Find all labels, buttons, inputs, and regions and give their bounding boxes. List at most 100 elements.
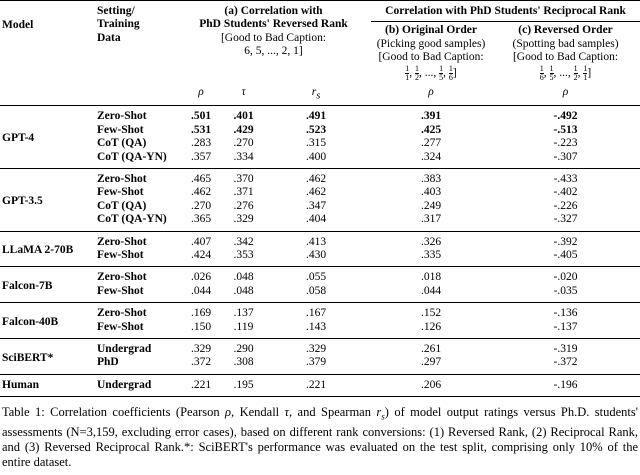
value-cell: .353 [233,248,254,261]
value-cell: .276 [233,199,254,212]
value-cell: .261 [420,343,442,356]
value-cell: .055 [305,271,327,284]
caption-text: r [376,405,382,420]
value-cell: .195 [233,378,254,391]
value-cell: .383 [420,172,442,185]
value-cell: -.405 [553,248,578,261]
header-group-c: (c) Reversed Order (Spotting bad samples… [491,22,640,82]
value-cell: .400 [305,150,327,163]
caption-text: , and Spearman [289,405,377,420]
model-name: GPT-3.5 [2,195,43,208]
header-group-b: (b) Original Order (Picking good samples… [371,22,491,82]
table-row: GPT-3.5 Zero-Shot .465 .370 .462 .383 -.433 [0,168,640,207]
setting: Zero-Shot [97,172,147,185]
separator: , [443,66,449,79]
value-cell: .403 [420,186,442,199]
metric-symbol: ρ [562,85,569,98]
value-cell: .465 [190,172,212,185]
caption-text: , Kendall [231,405,285,420]
value-cell: .335 [420,248,442,261]
denominator: 6 [539,72,544,82]
header-line: PhD Students' Reversed Rank [199,18,348,31]
table-row: Human Undergrad .221 .195 .221 .206 -.196 [0,374,640,397]
denominator: 2 [573,72,578,82]
value-cell: .531 [190,123,212,136]
table-row: Falcon-40B Zero-Shot .169 .137 .167 .152 -.136 [0,302,640,328]
setting: Few-Shot [97,186,144,199]
value-cell: -.327 [553,213,578,226]
value-cell: .462 [305,186,327,199]
model-name: Falcon-40B [2,315,59,328]
table-row: SciBERT* Undergrad .329 .290 .329 .261 -.319 [0,338,640,364]
numerator: 1 [573,63,578,73]
ellipsis: ... [424,66,434,79]
table-row: Few-Shot .044 .048 .058 .044 -.035 [0,285,640,303]
header-line: (Spotting bad samples) [512,37,619,50]
metric-symbol: ρ [198,85,204,98]
value-cell: .329 [305,343,327,356]
value-cell: .018 [420,271,442,284]
value-cell: .143 [305,320,327,333]
separator: , [577,66,584,79]
header-line: [Good to Bad Caption: [220,31,327,44]
setting: CoT (QA-YN) [97,150,167,163]
denominator: 1 [405,72,410,82]
value-cell: .372 [190,356,212,369]
value-cell: .137 [233,307,254,320]
value-cell: .379 [305,356,327,369]
value-cell: -.307 [553,150,578,163]
value-cell: -.020 [553,271,578,284]
model-name: SciBERT* [2,351,54,364]
table-row: CoT (QA) .270 .276 .347 .249 -.226 [0,200,640,213]
caption-text: ρ [225,405,232,420]
value-cell: -.433 [553,172,578,185]
caption-text: Table 1: Correlation coefficients (Pears… [2,405,226,420]
value-cell: .407 [190,235,212,248]
header-line: Setting/ [97,5,135,17]
value-cell: -.319 [553,343,578,356]
results-table: Model Setting/ Training Data (a) Correla… [0,0,640,397]
value-cell: -.137 [553,320,578,333]
value-cell: .429 [233,123,254,136]
value-cell: .290 [233,343,254,356]
numerator: 1 [583,63,588,73]
numerator: 1 [549,63,554,73]
value-cell: .126 [420,320,442,333]
header-line: Training [97,18,140,31]
setting: Undergrad [97,343,152,356]
setting: Zero-Shot [97,235,147,248]
value-cell: .308 [233,356,254,369]
value-cell: -.035 [553,284,578,297]
value-cell: .315 [305,137,327,150]
ellipsis: ... [559,66,568,79]
header-line: [Good to Bad Caption: [512,51,619,64]
numerator: 1 [405,63,410,73]
table-row: GPT-4 Zero-Shot .501 .401 .491 .391 -.492 [0,105,640,144]
value-cell: .221 [190,378,212,391]
separator: , [553,66,560,79]
value-cell: .048 [233,271,254,284]
setting: Undergrad [97,378,152,391]
denominator: 1 [583,72,588,82]
denominator: 5 [549,72,554,82]
value-cell: .317 [420,213,442,226]
table-row: PhD .372 .308 .379 .297 -.372 [0,356,640,374]
separator: , [433,66,440,79]
bracket-close: ] [587,66,592,79]
value-cell: -.392 [553,235,578,248]
table-row: Falcon-7B Zero-Shot .026 .048 .055 .018 -.020 [0,266,640,292]
metric-header: rs [261,82,371,106]
value-cell: .329 [190,343,212,356]
numerator: 1 [448,63,453,73]
setting: CoT (QA) [97,137,147,150]
header-line: (a) Correlation with [224,5,323,17]
model-name: Human [2,378,40,391]
setting: PhD [97,356,119,369]
value-cell: .342 [233,235,254,248]
value-cell: .413 [305,235,327,248]
